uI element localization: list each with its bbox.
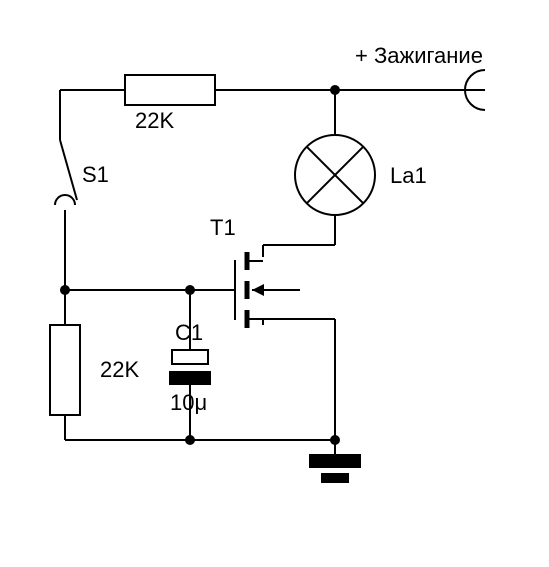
label-capacitor: C1 [175, 320, 203, 345]
circuit-svg: + Зажигание 22K S1 La1 T1 C1 22K 10μ [0, 0, 549, 567]
switch-arm [60, 140, 77, 200]
ground-bar-2 [322, 474, 348, 482]
resistor-r2 [50, 325, 80, 415]
label-r1-value: 22K [135, 108, 174, 133]
capacitor-plate-bottom [170, 372, 210, 384]
label-lamp: La1 [390, 163, 427, 188]
label-power: + Зажигание [355, 43, 483, 68]
resistor-r1 [125, 75, 215, 105]
ground-bar-1 [310, 455, 360, 467]
capacitor-plate-top [172, 350, 208, 364]
label-cap-value: 10μ [170, 390, 207, 415]
label-switch: S1 [82, 162, 109, 187]
label-transistor: T1 [210, 215, 236, 240]
circuit-diagram: + Зажигание 22K S1 La1 T1 C1 22K 10μ [0, 0, 549, 567]
label-r2-value: 22K [100, 357, 139, 382]
mosfet-arrow-head [252, 284, 264, 296]
switch-contact [55, 195, 75, 205]
